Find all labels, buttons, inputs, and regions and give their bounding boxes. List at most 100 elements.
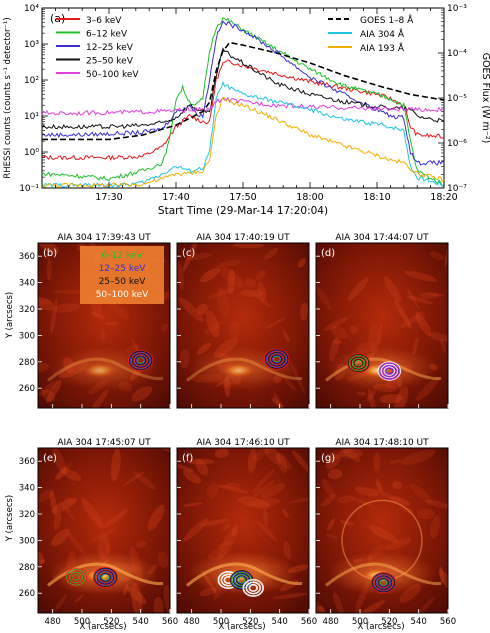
y-tick-label-left: 10³ (24, 40, 39, 50)
chromosphere-texture (217, 484, 249, 494)
x-tick-label: 560 (162, 617, 178, 627)
contour-legend-25-50-kev: 25–50 keV (99, 277, 147, 287)
hxr-contour (68, 570, 84, 584)
x-tick-label: 480 (323, 617, 339, 627)
hxr-contour (248, 583, 259, 592)
chromosphere-texture (182, 469, 202, 484)
chromosphere-texture (222, 523, 231, 530)
hxr-contour (234, 574, 249, 586)
chromosphere-texture (206, 287, 238, 299)
chromosphere-texture (45, 247, 53, 261)
chromosphere-texture (264, 317, 286, 330)
x-axis-title: Start Time (29-Mar-14 17:20:04) (158, 205, 328, 217)
flare-ribbon (186, 357, 303, 382)
x-tick-label: 500 (213, 617, 229, 627)
chromosphere-texture (38, 299, 52, 306)
contour-legend-box (80, 246, 164, 304)
chromosphere-texture (389, 459, 403, 464)
chromosphere-texture (383, 275, 402, 303)
hxr-contour (385, 367, 394, 375)
x-tick-label: 480 (184, 617, 200, 627)
legend-right: GOES 1–8 Å AIA 304 Å AIA 193 Å (328, 14, 414, 54)
chromosphere-texture (52, 448, 67, 474)
chromosphere-texture (283, 541, 292, 560)
hxr-contour (65, 568, 87, 587)
chromosphere-texture (281, 509, 289, 518)
chromosphere-texture (163, 584, 170, 613)
chromosphere-texture (38, 362, 50, 373)
chromosphere-texture (379, 394, 403, 404)
chromosphere-texture (100, 329, 106, 342)
panel-label: (c) (182, 248, 195, 259)
hxr-contour (354, 359, 363, 367)
hxr-contour (99, 572, 112, 583)
chromosphere-texture (219, 260, 242, 267)
contour-legend-12-25-kev: 12–25 keV (99, 264, 147, 274)
chromosphere-texture (354, 600, 386, 613)
chromosphere-texture (153, 596, 164, 613)
hxr-contour (272, 355, 281, 363)
chromosphere-texture (340, 448, 361, 463)
hxr-contour (72, 574, 80, 581)
y-tick-label: 300 (19, 331, 35, 341)
y-tick-label-left: 10⁻¹ (19, 184, 39, 194)
hxr-contour (377, 577, 390, 588)
chromosphere-texture (182, 243, 197, 272)
hxr-contour (92, 566, 119, 588)
chromosphere-texture (257, 281, 267, 301)
chromosphere-texture (263, 508, 268, 528)
chromosphere-texture (333, 592, 344, 613)
hxr-contour (236, 575, 247, 585)
lightcurve-plot-frame (41, 7, 445, 189)
panel-image (177, 243, 309, 408)
hxr-contour (267, 351, 287, 368)
chromosphere-texture (356, 391, 367, 396)
chromosphere-texture (178, 297, 205, 323)
chromosphere-texture (264, 247, 279, 260)
chromosphere-texture (377, 323, 383, 345)
legend-label-aia-193: AIA 193 Å (360, 42, 405, 54)
series-line-goes-1-8 (42, 41, 445, 141)
panel-frame (37, 447, 171, 614)
chromosphere-texture (244, 277, 257, 287)
y-tick-label: 360 (19, 457, 35, 467)
hxr-contour (352, 358, 365, 368)
chromosphere-texture (38, 379, 59, 397)
chromosphere-texture (53, 511, 62, 531)
hxr-contour (370, 572, 397, 594)
x-tick-label: 520 (242, 617, 258, 627)
chromosphere-texture (393, 299, 412, 329)
legend-label-25-50-kev: 25–50 keV (86, 57, 134, 67)
chromosphere-texture (354, 486, 379, 497)
hxr-contour (235, 575, 248, 585)
chromosphere-texture (339, 520, 355, 526)
hxr-contour (380, 363, 399, 379)
chromosphere-texture (274, 452, 292, 470)
chromosphere-texture (401, 449, 436, 465)
panel-image (38, 448, 170, 613)
legend-label-12-25-kev: 12–25 keV (86, 43, 134, 53)
image-panels: AIA 304 17:39:43 UT(b) 260 280 300 320 340 360… (19, 233, 456, 627)
chromosphere-texture (240, 289, 265, 298)
chromosphere-texture (323, 251, 335, 258)
series-line-50-100-kev (41, 96, 445, 117)
flare-kernel (81, 362, 118, 379)
x-tick-label: 540 (272, 617, 288, 627)
images-y-title-top: Y (arcsecs) (5, 292, 15, 339)
chromosphere-texture (65, 497, 77, 505)
chromosphere-texture (179, 348, 190, 369)
y-tick-label: 260 (19, 384, 35, 394)
hxr-contour (264, 348, 290, 370)
chromosphere-texture (410, 483, 433, 504)
hxr-contour (377, 361, 402, 381)
flare-ribbon (325, 562, 442, 587)
hxr-contour (131, 352, 151, 369)
chromosphere-texture (106, 299, 130, 320)
x-tick-label: 500 (74, 617, 90, 627)
chromosphere-texture (384, 538, 411, 551)
chromosphere-texture (389, 496, 411, 507)
images-y-title-bottom: Y (arcsecs) (5, 495, 15, 542)
chromosphere-texture (66, 530, 85, 555)
hxr-contour (97, 570, 114, 584)
